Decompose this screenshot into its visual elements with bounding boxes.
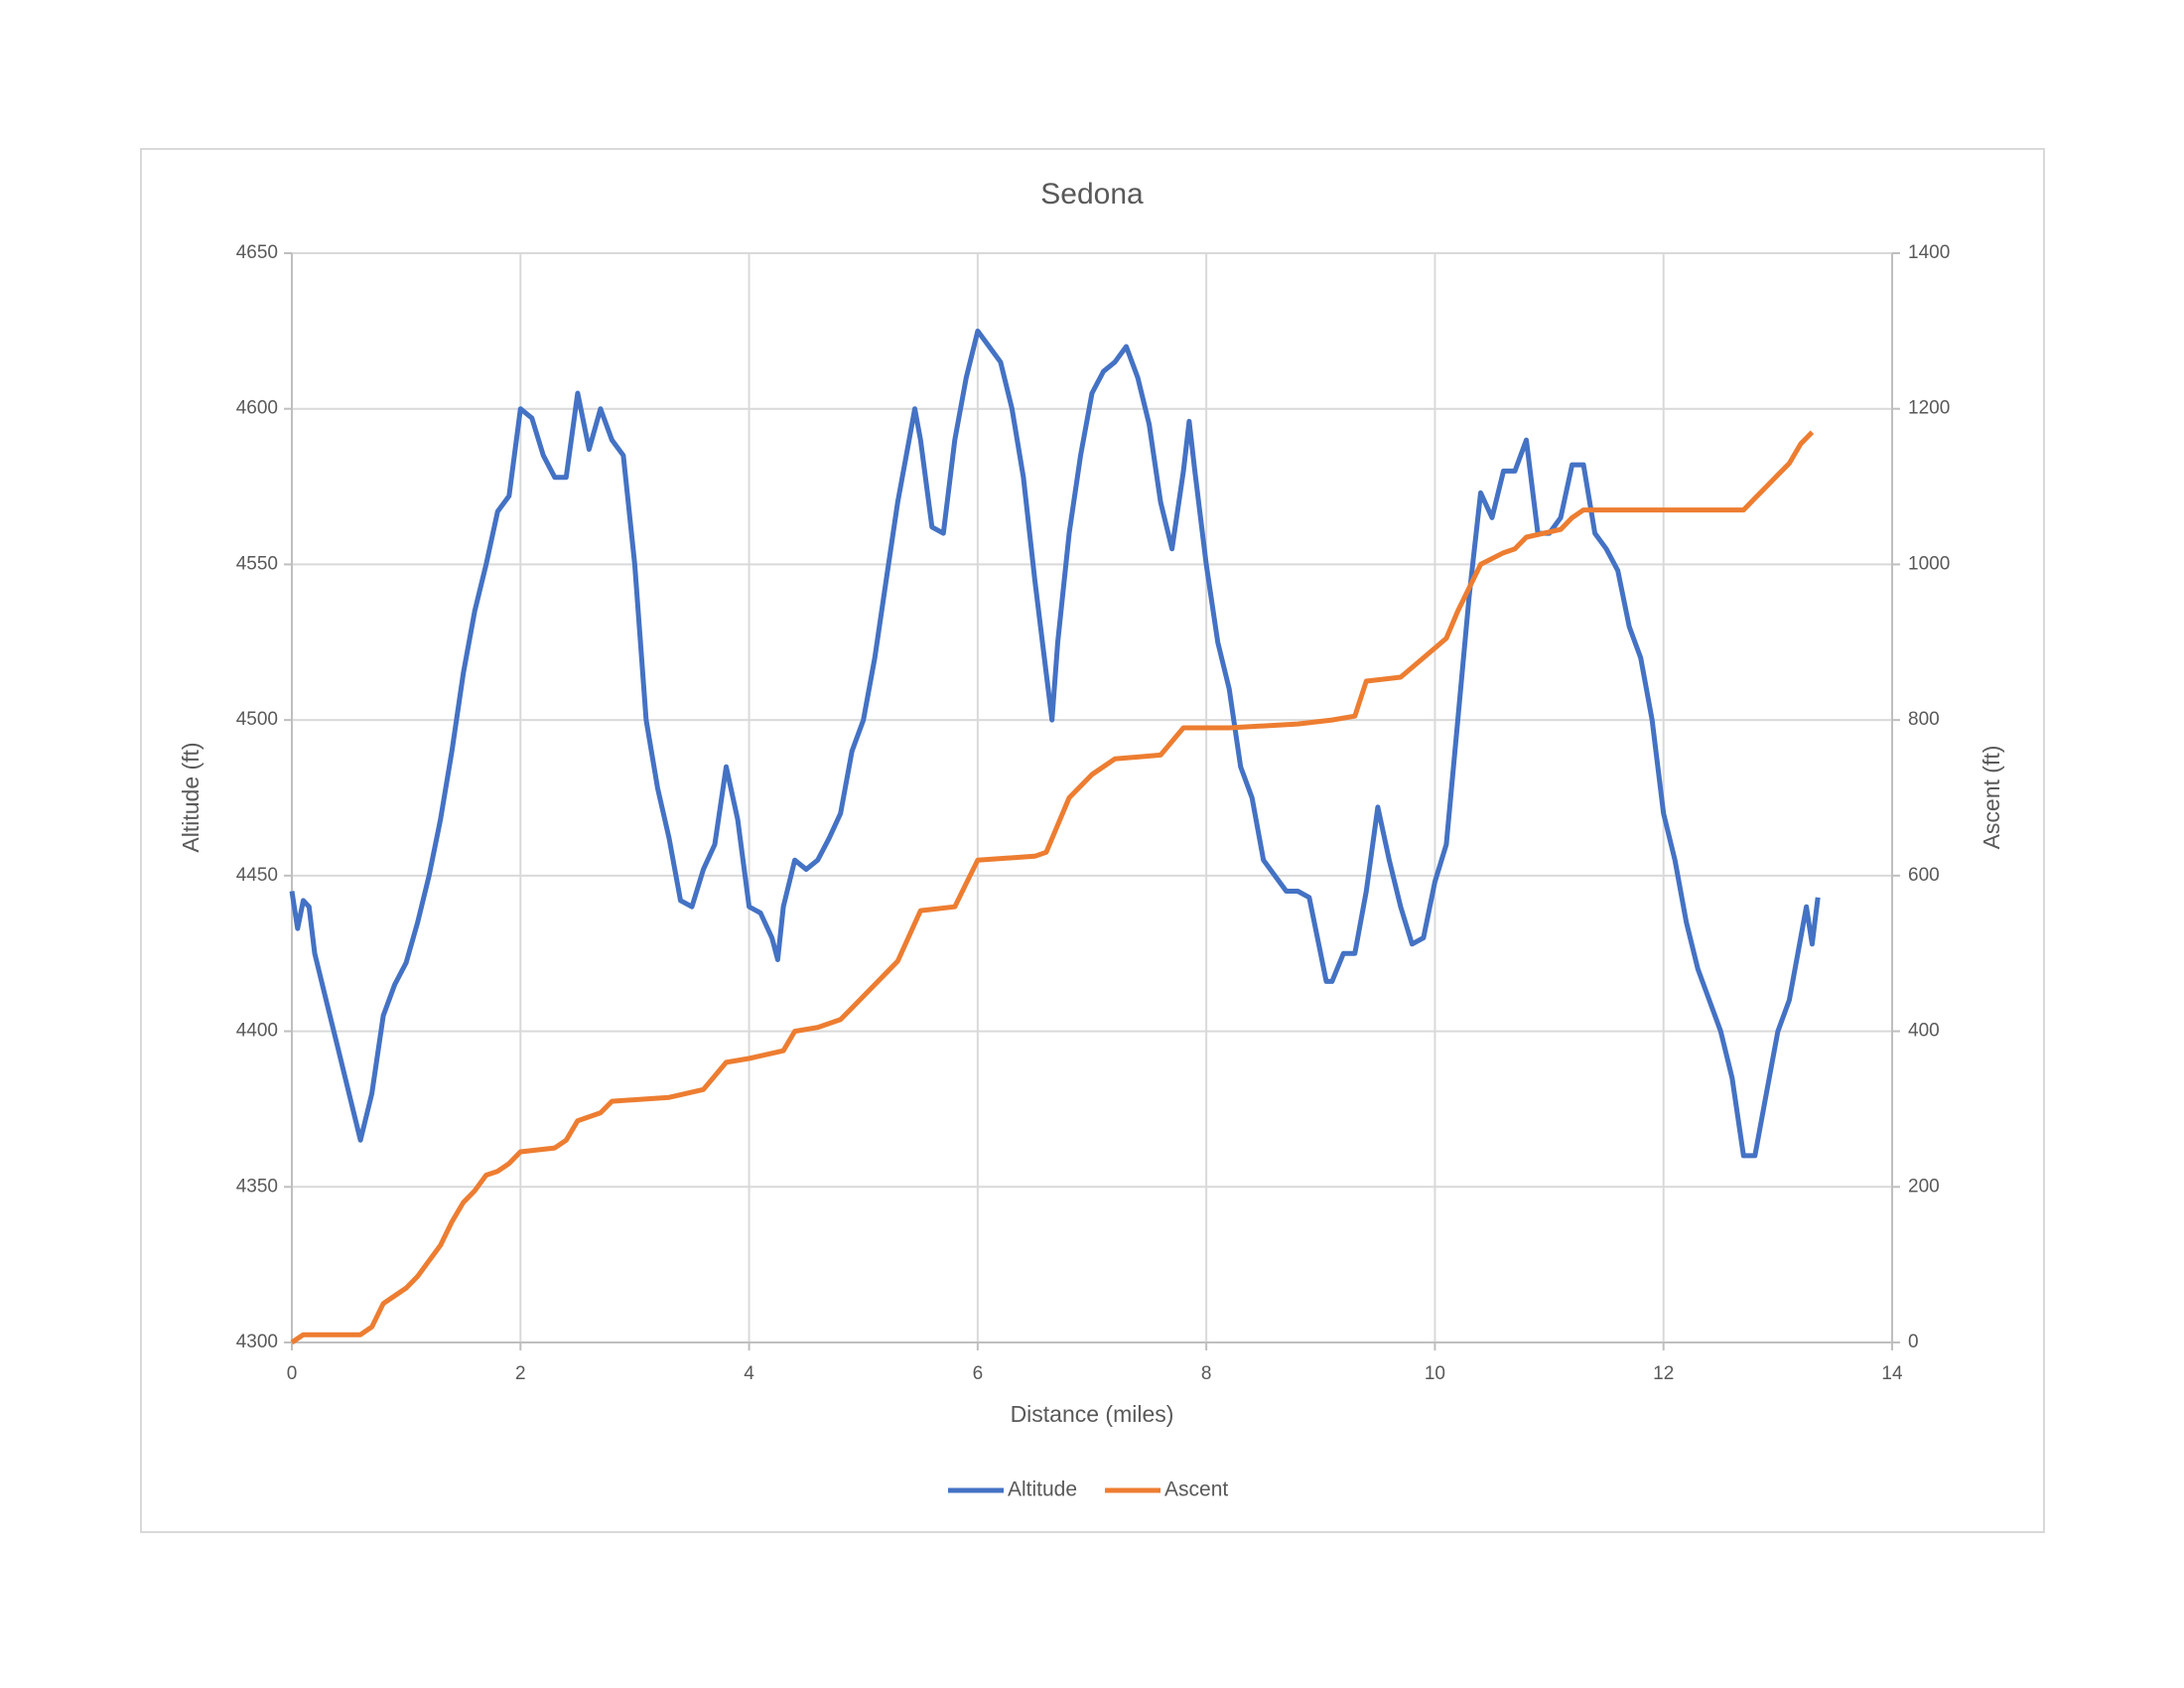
chart-frame (140, 148, 2045, 1533)
legend-label: Ascent (1164, 1478, 1228, 1501)
x-tick-label: 4 (744, 1363, 754, 1384)
y-tick-label: 4650 (236, 242, 278, 263)
legend-label: Altitude (1008, 1478, 1077, 1501)
y2-tick-label: 0 (1908, 1332, 1919, 1352)
data-line (289, 328, 1821, 1159)
x-tick-label: 12 (1653, 1363, 1674, 1384)
x-tick-label: 14 (1881, 1363, 1903, 1384)
y2-tick-label: 1200 (1908, 398, 1950, 419)
chart-title: Sedona (1040, 178, 1144, 211)
x-tick-label: 8 (1201, 1363, 1212, 1384)
y2-tick-label: 600 (1908, 865, 1940, 886)
y-tick-label: 4300 (236, 1332, 278, 1352)
y2-tick-label: 1400 (1908, 242, 1950, 263)
y-tick-label: 4400 (236, 1021, 278, 1042)
y-axis-title: Altitude (ft) (178, 742, 204, 852)
y2-tick-label: 200 (1908, 1176, 1940, 1196)
y-tick-label: 4550 (236, 553, 278, 574)
data-line (290, 430, 1815, 1345)
y2-tick-label: 400 (1908, 1021, 1940, 1042)
y-tick-label: 4500 (236, 709, 278, 730)
x-tick-label: 2 (515, 1363, 526, 1384)
y2-axis-title: Ascent (ft) (1979, 746, 2004, 850)
y-tick-label: 4350 (236, 1176, 278, 1196)
x-tick-label: 0 (287, 1363, 298, 1384)
y2-tick-label: 1000 (1908, 553, 1950, 574)
x-tick-label: 6 (973, 1363, 984, 1384)
y2-tick-label: 800 (1908, 709, 1940, 730)
y-tick-label: 4450 (236, 865, 278, 886)
x-axis-title: Distance (miles) (1011, 1401, 1174, 1427)
y-tick-label: 4600 (236, 398, 278, 419)
x-tick-label: 10 (1425, 1363, 1445, 1384)
